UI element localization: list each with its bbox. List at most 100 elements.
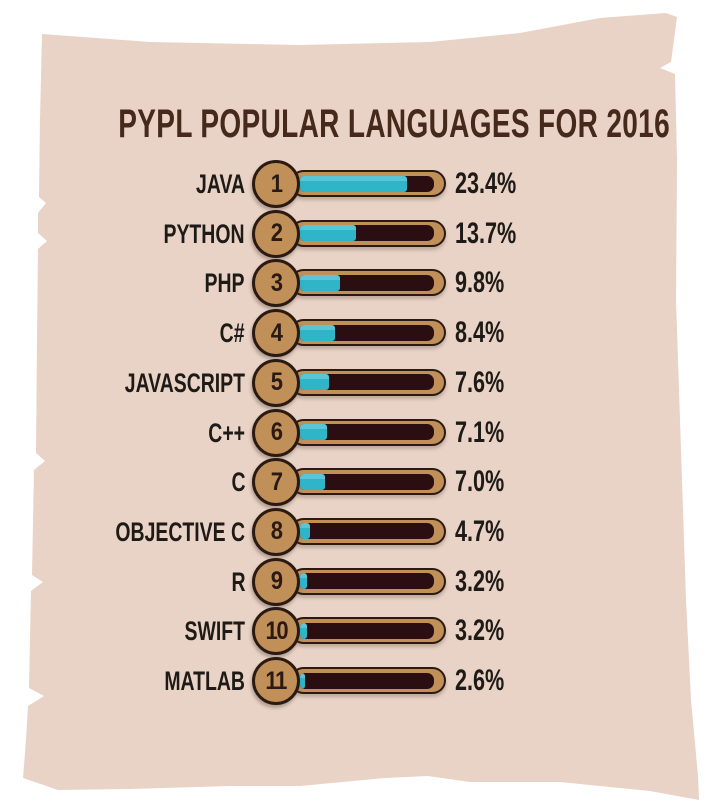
language-row: MATLAB 11 2.6% bbox=[0, 656, 710, 706]
language-label: JAVASCRIPT bbox=[0, 358, 245, 408]
language-label: C bbox=[0, 457, 245, 507]
rank-badge: 9 bbox=[252, 557, 300, 606]
percentage-value: 7.0% bbox=[455, 457, 523, 507]
percentage-value: 23.4% bbox=[455, 159, 540, 209]
percentage-value-text: 7.1% bbox=[455, 415, 505, 449]
percentage-value-text: 23.4% bbox=[455, 167, 517, 200]
language-row: OBJECTIVE C 8 4.7% bbox=[0, 507, 710, 557]
language-row: R 9 3.2% bbox=[0, 557, 710, 607]
language-label: R bbox=[0, 557, 245, 607]
language-label-text: OBJECTIVE C bbox=[115, 516, 245, 547]
language-row: C 7 7.0% bbox=[0, 457, 710, 507]
rank-number: 6 bbox=[270, 418, 283, 446]
bar-track bbox=[300, 324, 434, 341]
rank-badge: 4 bbox=[252, 309, 300, 358]
language-label: MATLAB bbox=[0, 656, 245, 706]
percentage-value: 7.6% bbox=[455, 358, 523, 408]
language-label-text: JAVA bbox=[196, 169, 245, 199]
language-label-text: PHP bbox=[205, 268, 245, 299]
percentage-value: 2.6% bbox=[455, 656, 523, 706]
rank-number: 5 bbox=[270, 368, 283, 397]
percentage-value-text: 3.2% bbox=[455, 564, 505, 598]
bar-pill bbox=[290, 219, 446, 247]
percentage-value-text: 3.2% bbox=[455, 614, 505, 648]
language-row: PYTHON 2 13.7% bbox=[0, 209, 710, 259]
bar-pill bbox=[290, 418, 446, 446]
bar-pill bbox=[290, 517, 446, 545]
bar-pill bbox=[290, 667, 446, 694]
bar-track bbox=[300, 274, 434, 291]
rank-badge: 10 bbox=[252, 607, 300, 656]
language-row: JAVASCRIPT 5 7.6% bbox=[0, 358, 710, 408]
percentage-value: 7.1% bbox=[455, 408, 523, 458]
rank-badge: 6 bbox=[252, 408, 300, 457]
rank-badge: 3 bbox=[252, 259, 300, 308]
percentage-value-text: 7.6% bbox=[455, 365, 505, 399]
bar-pill bbox=[290, 269, 446, 297]
rank-number: 1 bbox=[270, 169, 283, 198]
bar-fill-teal bbox=[300, 523, 311, 540]
bar-fill-teal bbox=[300, 175, 408, 192]
bar-pill bbox=[290, 319, 446, 347]
language-label: SWIFT bbox=[0, 606, 245, 656]
chart-title-text: PYPL POPULAR LANGUAGES FOR 2016 bbox=[118, 101, 671, 146]
rank-badge: 11 bbox=[252, 657, 300, 705]
bar-pill bbox=[290, 567, 446, 595]
percentage-value-text: 2.6% bbox=[455, 664, 505, 697]
bar-pill bbox=[290, 368, 446, 396]
language-row: C++ 6 7.1% bbox=[0, 408, 710, 458]
bar-track bbox=[300, 523, 434, 540]
rank-badge: 7 bbox=[252, 458, 300, 507]
percentage-value: 8.4% bbox=[455, 308, 523, 358]
rank-number: 3 bbox=[270, 268, 283, 297]
language-label: JAVA bbox=[0, 159, 245, 209]
language-label-text: R bbox=[230, 566, 245, 597]
bar-fill-teal bbox=[300, 672, 306, 689]
language-label: PHP bbox=[0, 258, 245, 308]
torn-paper-shape bbox=[23, 13, 699, 800]
percentage-value-text: 13.7% bbox=[455, 216, 517, 250]
bar-fill-teal bbox=[300, 622, 307, 639]
bar-track bbox=[300, 225, 434, 242]
bar-track bbox=[300, 622, 434, 639]
bar-fill-teal bbox=[300, 324, 335, 341]
rank-number: 7 bbox=[270, 467, 283, 496]
rank-badge: 5 bbox=[252, 358, 300, 407]
chart-title: PYPL POPULAR LANGUAGES FOR 2016 bbox=[0, 101, 710, 147]
bar-track bbox=[300, 175, 434, 192]
language-label-text: JAVASCRIPT bbox=[124, 367, 245, 398]
bar-pill bbox=[290, 468, 446, 496]
rank-badge: 2 bbox=[252, 209, 300, 258]
bar-track bbox=[300, 473, 434, 490]
rank-number: 11 bbox=[265, 666, 288, 695]
language-label: C++ bbox=[0, 408, 245, 458]
rank-number: 8 bbox=[270, 517, 283, 546]
language-row: SWIFT 10 3.2% bbox=[0, 606, 710, 656]
percentage-value: 9.8% bbox=[455, 258, 523, 308]
percentage-value-text: 9.8% bbox=[455, 266, 505, 300]
language-row: JAVA 1 23.4% bbox=[0, 159, 710, 209]
bar-pill bbox=[290, 170, 446, 197]
language-label: OBJECTIVE C bbox=[0, 507, 245, 557]
rank-number: 2 bbox=[270, 219, 283, 248]
percentage-value-text: 7.0% bbox=[455, 465, 505, 499]
language-label-text: C# bbox=[220, 318, 245, 349]
bar-fill-teal bbox=[300, 225, 357, 242]
language-row: PHP 3 9.8% bbox=[0, 258, 710, 308]
language-label: C# bbox=[0, 308, 245, 358]
bar-fill-teal bbox=[300, 274, 341, 291]
percentage-value: 13.7% bbox=[455, 209, 540, 259]
bar-track bbox=[300, 672, 434, 689]
language-label: PYTHON bbox=[0, 209, 245, 259]
bar-track bbox=[300, 374, 434, 391]
rank-number: 4 bbox=[270, 318, 283, 347]
bar-fill-teal bbox=[300, 473, 326, 490]
rank-badge: 8 bbox=[252, 507, 300, 556]
percentage-value-text: 4.7% bbox=[455, 514, 505, 548]
rank-number: 9 bbox=[270, 567, 283, 596]
language-label-text: PYTHON bbox=[163, 218, 245, 249]
bar-pill bbox=[290, 617, 446, 645]
language-label-text: SWIFT bbox=[184, 616, 245, 647]
